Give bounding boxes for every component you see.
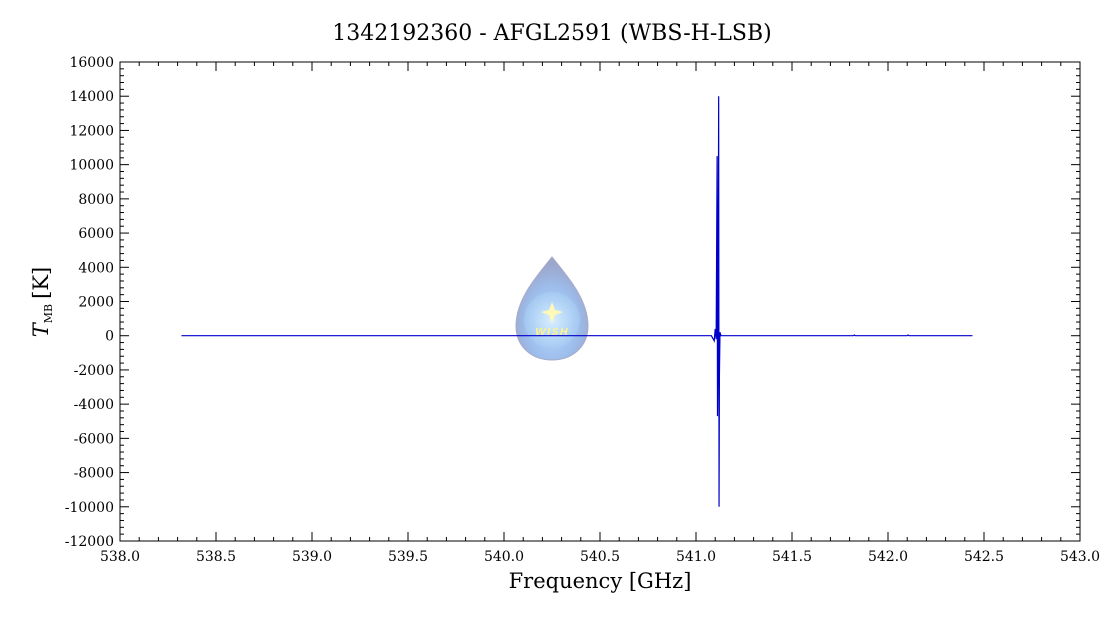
x-tick-label: 538.5 (196, 549, 236, 565)
y-tick-label: 8000 (78, 192, 114, 208)
y-tick-label: -12000 (65, 534, 114, 550)
x-axis-label: Frequency [GHz] (509, 569, 692, 593)
y-tick-label: 2000 (78, 295, 114, 311)
x-tick-label: 543.0 (1060, 549, 1100, 565)
y-tick-label: -10000 (65, 500, 114, 516)
y-tick-label: -2000 (74, 363, 114, 379)
y-tick-label: -6000 (74, 431, 114, 447)
y-tick-label: 14000 (69, 89, 114, 105)
star-icon (541, 302, 563, 323)
axis-ticks (119, 61, 1081, 542)
y-axis-label-unit: [K] (29, 267, 53, 299)
series-line-0 (181, 96, 973, 507)
y-tick-label: 0 (105, 329, 114, 345)
x-tick-label: 539.0 (292, 549, 332, 565)
x-tick-label: 541.5 (772, 549, 812, 565)
axis-tick-labels: 538.0 538.5 539.0 539.5 540.0 540.5 541.0 541.5… (65, 55, 1100, 565)
y-tick-label: 12000 (69, 123, 114, 139)
plot-area (119, 61, 1081, 542)
y-tick-label: 6000 (78, 226, 114, 242)
series-layer (181, 96, 973, 507)
x-tick-label: 540.0 (484, 549, 524, 565)
x-tick-label: 540.5 (580, 549, 620, 565)
y-tick-label: 10000 (69, 158, 114, 174)
watermark-text: WISH (535, 327, 569, 338)
y-tick-label: -8000 (74, 466, 114, 482)
wish-logo-watermark: WISH (515, 256, 589, 361)
y-tick-label: -4000 (74, 397, 114, 413)
y-tick-label: 16000 (69, 55, 114, 71)
y-axis-label: TMB [K] (29, 267, 55, 337)
y-tick-label: 4000 (78, 260, 114, 276)
x-tick-label: 542.5 (964, 549, 1004, 565)
x-tick-label: 541.0 (676, 549, 716, 565)
x-tick-label: 538.0 (100, 549, 140, 565)
x-tick-label: 542.0 (868, 549, 908, 565)
y-axis-label-symbol: T (29, 321, 53, 337)
x-tick-label: 539.5 (388, 549, 428, 565)
plot-frame (119, 61, 1081, 542)
y-axis-label-subscript: MB (42, 304, 55, 323)
chart-title: 1342192360 - AFGL2591 (WBS-H-LSB) (332, 21, 771, 46)
